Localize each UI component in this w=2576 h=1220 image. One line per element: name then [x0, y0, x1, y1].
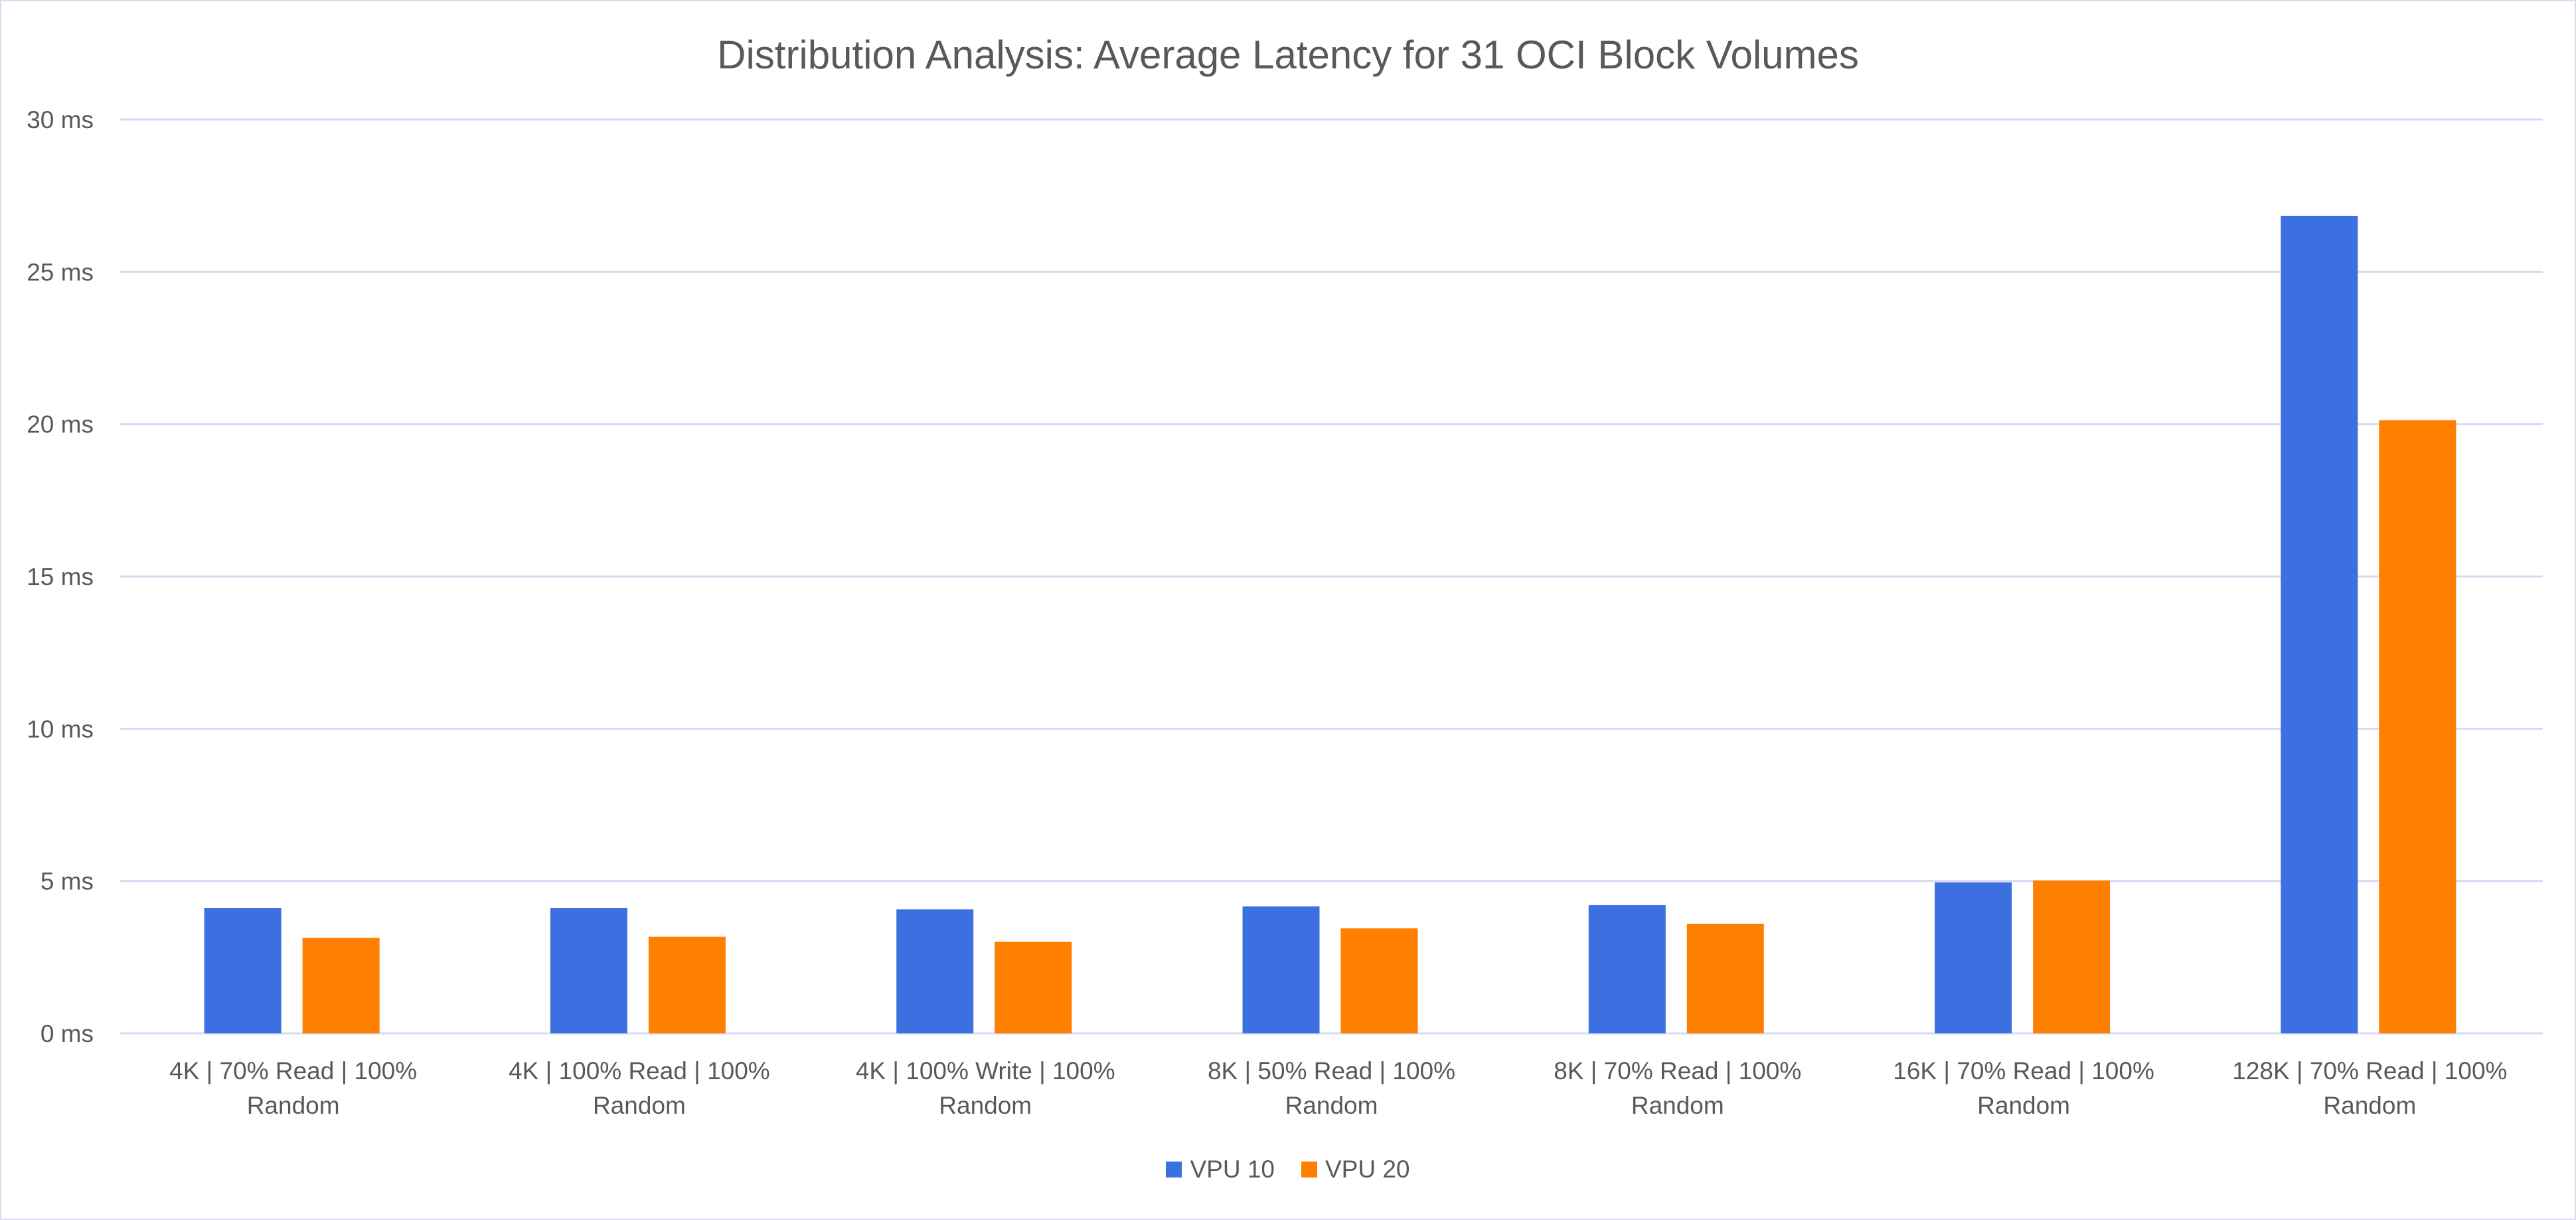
- x-category-label: 4K | 100% Write | 100%: [856, 1057, 1115, 1085]
- x-category-label: Random: [247, 1092, 340, 1119]
- legend-label-vpu20: VPU 20: [1325, 1156, 1410, 1183]
- legend: VPU 10 VPU 20: [0, 1156, 2576, 1183]
- bar-vpu20-2: [648, 936, 726, 1033]
- bar-vpu10-7: [2281, 215, 2358, 1033]
- y-tick-label: 10 ms: [27, 715, 94, 742]
- bar-vpu10-6: [1935, 882, 2012, 1033]
- y-tick-label: 20 ms: [27, 411, 94, 438]
- bar-vpu20-3: [995, 941, 1072, 1033]
- y-tick-label: 25 ms: [27, 258, 94, 286]
- y-tick-label: 0 ms: [40, 1020, 94, 1047]
- x-category-label: Random: [1285, 1092, 1378, 1119]
- legend-item-vpu20: VPU 20: [1301, 1156, 1410, 1183]
- legend-swatch-vpu10: [1166, 1162, 1182, 1177]
- chart-title: Distribution Analysis: Average Latency f…: [717, 33, 1859, 77]
- x-category-label: Random: [1631, 1092, 1724, 1119]
- x-category-label: Random: [2323, 1092, 2416, 1119]
- x-category-label: 16K | 70% Read | 100%: [1893, 1057, 2154, 1085]
- bar-vpu10-3: [896, 909, 974, 1033]
- y-tick-label: 15 ms: [27, 563, 94, 590]
- x-category-label: 8K | 70% Read | 100%: [1554, 1057, 1801, 1085]
- bar-vpu20-1: [302, 937, 380, 1033]
- bar-vpu20-7: [2379, 420, 2456, 1033]
- legend-label-vpu10: VPU 10: [1190, 1156, 1275, 1183]
- x-category-label: 8K | 50% Read | 100%: [1208, 1057, 1455, 1085]
- x-category-label: Random: [939, 1092, 1032, 1119]
- x-category-label: 4K | 70% Read | 100%: [169, 1057, 417, 1085]
- bar-vpu10-5: [1588, 905, 1666, 1033]
- bar-vpu10-2: [550, 908, 627, 1033]
- legend-item-vpu10: VPU 10: [1166, 1156, 1275, 1183]
- bar-vpu20-4: [1340, 928, 1418, 1033]
- bar-vpu10-1: [204, 908, 282, 1033]
- x-category-label: 128K | 70% Read | 100%: [2232, 1057, 2507, 1085]
- y-tick-label: 5 ms: [40, 868, 94, 895]
- x-category-label: Random: [1977, 1092, 2070, 1119]
- legend-swatch-vpu20: [1301, 1162, 1317, 1177]
- bar-vpu10-4: [1242, 906, 1320, 1033]
- x-category-label: Random: [593, 1092, 686, 1119]
- bar-vpu20-6: [2033, 880, 2111, 1033]
- y-tick-label: 30 ms: [27, 106, 94, 133]
- x-category-label: 4K | 100% Read | 100%: [509, 1057, 770, 1085]
- bar-vpu20-5: [1686, 923, 1764, 1033]
